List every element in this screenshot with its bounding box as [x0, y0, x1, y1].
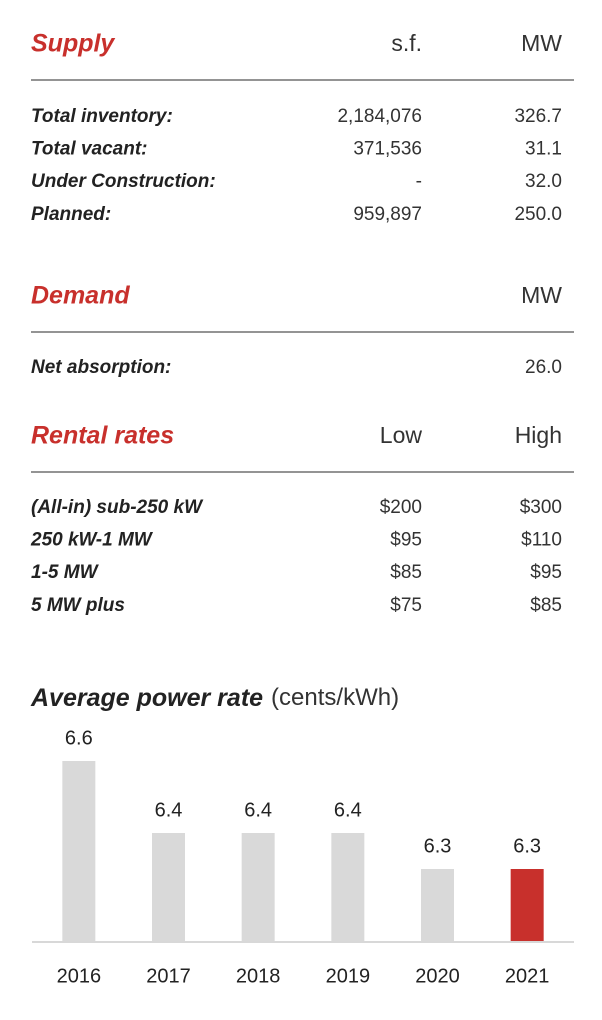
- row-label: Under Construction:: [31, 171, 216, 192]
- row-value: 2,184,076: [337, 106, 422, 127]
- x-tick-label: 2018: [236, 965, 281, 987]
- x-tick-label: 2021: [505, 965, 550, 987]
- value-label: 6.4: [244, 799, 272, 821]
- value-label: 6.4: [155, 799, 183, 821]
- x-tick-label: 2016: [57, 965, 102, 987]
- row-value: 371,536: [353, 139, 422, 160]
- chart-heading: Average power rate (cents/kWh): [30, 684, 399, 712]
- section-title: Demand: [31, 282, 130, 310]
- x-tick-label: 2017: [146, 965, 191, 987]
- row-value: $75: [390, 595, 422, 616]
- row-value: $200: [380, 497, 422, 518]
- bar: [152, 833, 185, 941]
- row-value: $110: [521, 530, 562, 551]
- chart-title: Average power rate: [30, 684, 263, 712]
- section-title: Rental rates: [31, 422, 174, 450]
- x-tick-label: 2019: [326, 965, 371, 987]
- row-label: Planned:: [31, 204, 111, 225]
- row-value: 32.0: [525, 171, 562, 192]
- row-label: Total inventory:: [31, 106, 173, 127]
- row-value: $300: [520, 497, 562, 518]
- chart-subtitle: (cents/kWh): [271, 684, 399, 711]
- row-value: -: [416, 171, 422, 192]
- column-header: High: [515, 422, 562, 448]
- row-value: 31.1: [525, 139, 562, 160]
- section-title: Supply: [31, 30, 115, 58]
- row-value: $95: [530, 562, 562, 583]
- row-value: 959,897: [353, 204, 422, 225]
- column-header: MW: [521, 282, 562, 308]
- row-value: 250.0: [514, 204, 562, 225]
- value-label: 6.3: [424, 835, 452, 857]
- bar: [62, 761, 96, 941]
- column-header: MW: [521, 30, 562, 56]
- row-label: (All-in) sub-250 kW: [31, 497, 204, 518]
- row-label: 250 kW-1 MW: [30, 530, 154, 551]
- row-value: 26.0: [525, 357, 562, 378]
- bar: [241, 833, 275, 941]
- bar: [331, 833, 365, 941]
- row-value: 326.7: [514, 106, 562, 127]
- row-label: 1-5 MW: [31, 562, 100, 583]
- row-label: Total vacant:: [31, 139, 148, 160]
- row-label: 5 MW plus: [31, 595, 125, 616]
- value-label: 6.3: [513, 835, 541, 857]
- bar: [421, 869, 454, 941]
- row-value: $85: [530, 595, 562, 616]
- column-header: Low: [380, 422, 423, 448]
- x-tick-label: 2020: [415, 965, 460, 987]
- row-value: $95: [390, 530, 422, 551]
- value-label: 6.6: [65, 727, 93, 749]
- bar: [510, 869, 544, 941]
- value-label: 6.4: [334, 799, 362, 821]
- column-header: s.f.: [391, 30, 422, 56]
- row-value: $85: [390, 562, 422, 583]
- row-label: Net absorption:: [31, 357, 171, 378]
